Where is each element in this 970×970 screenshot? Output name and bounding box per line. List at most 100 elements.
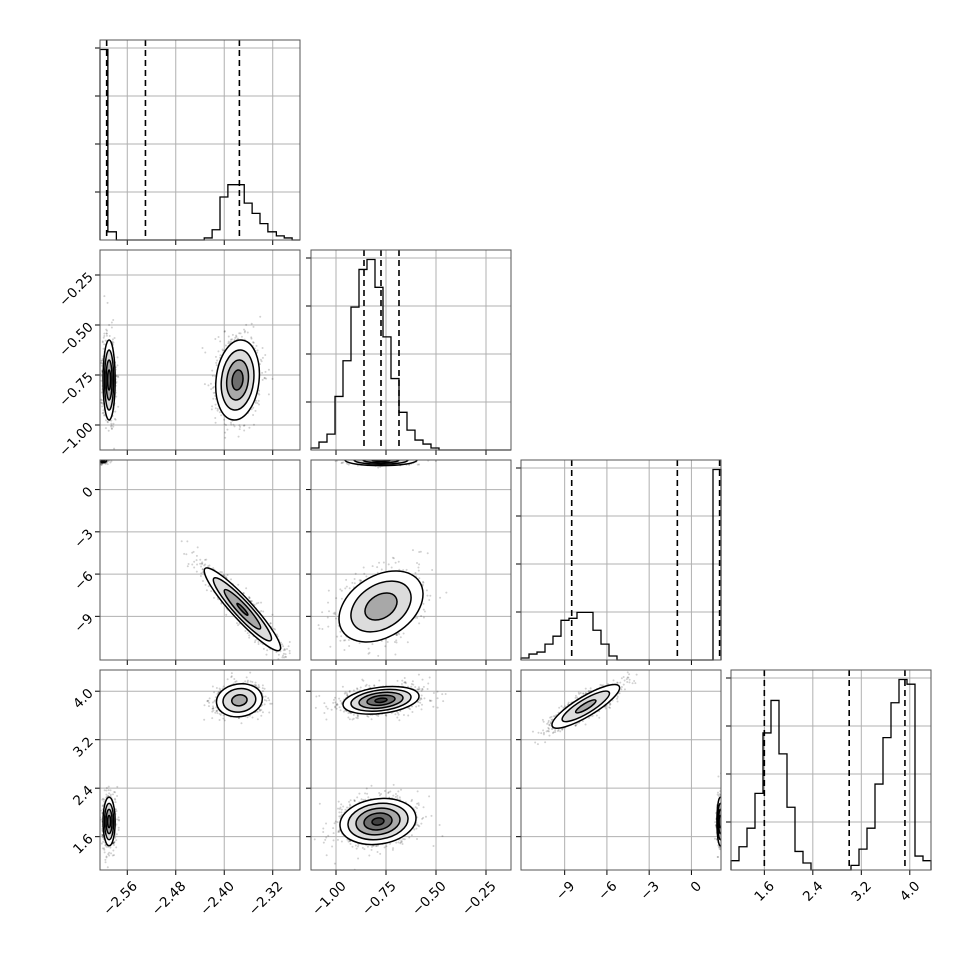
density-contour: [236, 602, 249, 616]
sample-point: [267, 393, 270, 396]
sample-point: [257, 640, 260, 643]
sample-point: [108, 324, 111, 327]
sample-point: [355, 457, 357, 459]
sample-point: [104, 462, 107, 465]
sample-point: [107, 429, 110, 432]
sample-point: [390, 457, 392, 459]
sample-point: [402, 632, 405, 635]
sample-point: [94, 455, 96, 457]
sample-point: [100, 463, 103, 466]
sample-point: [103, 413, 106, 416]
sample-point: [103, 414, 106, 417]
sample-point: [110, 321, 113, 324]
sample-point: [426, 594, 429, 597]
sample-point: [110, 424, 113, 427]
sample-point: [391, 556, 394, 559]
sample-point: [248, 596, 251, 599]
sample-point: [377, 455, 379, 457]
sample-point: [98, 460, 100, 462]
sample-point: [257, 601, 260, 604]
sample-point: [105, 334, 108, 337]
sample-point: [417, 456, 419, 458]
y-tick-label: 2.4: [70, 783, 97, 810]
sample-point: [106, 460, 109, 463]
sample-point: [381, 457, 383, 459]
sample-point: [386, 457, 388, 459]
sample-point: [393, 454, 395, 456]
sample-point: [215, 361, 218, 364]
sample-point: [109, 425, 112, 428]
sample-point: [106, 301, 109, 304]
sample-point: [223, 423, 226, 426]
x-tick-label: 1.6: [751, 878, 778, 905]
sample-point: [375, 456, 377, 458]
sample-point: [406, 641, 409, 644]
sample-point: [105, 328, 108, 331]
sample-point: [180, 540, 183, 543]
scatter-panel: −2.56 −2.48 −2.40 −2.321.62.43.24.0: [70, 669, 301, 919]
sample-point: [388, 455, 390, 457]
sample-point: [315, 455, 317, 457]
sample-point: [222, 573, 225, 576]
sample-point: [404, 454, 406, 456]
sample-point: [203, 383, 206, 386]
sample-point: [383, 457, 385, 459]
sample-point: [101, 457, 103, 459]
sample-point: [204, 558, 207, 561]
sample-point: [344, 639, 347, 642]
sample-point: [195, 570, 198, 573]
sample-point: [399, 457, 401, 459]
sample-point: [100, 399, 103, 402]
sample-point: [254, 401, 257, 404]
sample-point: [397, 457, 399, 459]
sample-point: [343, 648, 346, 651]
sample-point: [113, 417, 116, 420]
sample-point: [351, 581, 354, 584]
sample-point: [260, 709, 263, 711]
sample-point: [231, 338, 234, 341]
sample-point: [378, 455, 380, 457]
sample-point: [116, 364, 119, 367]
sample-point: [216, 407, 219, 410]
sample-point: [406, 456, 408, 458]
sample-point: [219, 571, 222, 574]
sample-point: [418, 577, 421, 580]
sample-point: [340, 589, 343, 592]
sample-point: [386, 457, 388, 459]
sample-point: [226, 428, 229, 431]
sample-point: [223, 418, 226, 421]
sample-point: [414, 571, 417, 574]
sample-point: [259, 358, 262, 361]
sample-point: [212, 385, 215, 388]
sample-point: [238, 332, 241, 335]
panel-frame: [310, 249, 512, 451]
sample-point: [210, 590, 213, 593]
sample-point: [196, 563, 199, 566]
sample-point: [256, 349, 259, 352]
sample-point: [279, 660, 281, 662]
sample-point: [229, 340, 232, 343]
sample-point: [104, 339, 107, 342]
sample-point: [105, 332, 108, 335]
sample-point: [380, 452, 382, 454]
sample-point: [378, 457, 380, 459]
sample-point: [344, 457, 346, 459]
sample-point: [386, 456, 388, 458]
sample-point: [100, 455, 102, 457]
sample-point: [282, 649, 285, 652]
sample-point: [201, 568, 204, 571]
sample-point: [114, 410, 117, 413]
sample-point: [103, 458, 105, 460]
sample-point: [275, 633, 278, 636]
sample-point: [379, 457, 381, 459]
sample-point: [101, 340, 104, 343]
sample-point: [105, 457, 107, 459]
sample-point: [101, 456, 103, 458]
sample-point: [238, 622, 241, 625]
sample-point: [207, 384, 210, 387]
sample-point: [102, 455, 104, 457]
sample-point: [334, 617, 337, 620]
sample-point: [230, 578, 233, 581]
sample-point: [339, 630, 342, 633]
sample-point: [204, 351, 207, 354]
